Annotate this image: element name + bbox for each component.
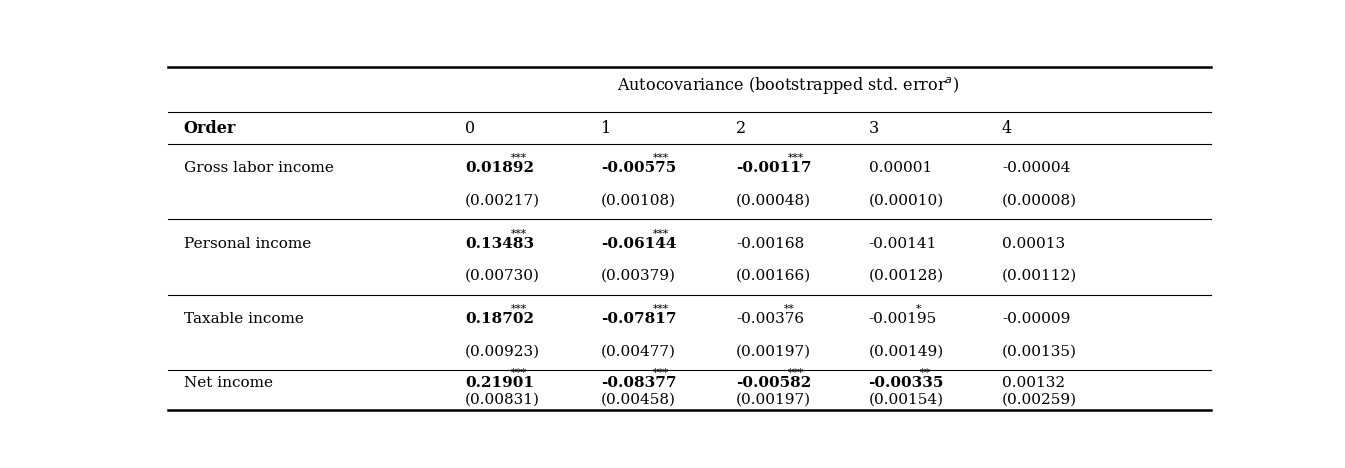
Text: Autocovariance (bootstrapped std. error$^{a}$): Autocovariance (bootstrapped std. error$… (617, 75, 959, 96)
Text: 0.00132: 0.00132 (1002, 376, 1065, 390)
Text: -0.00335: -0.00335 (869, 376, 944, 390)
Text: (0.00923): (0.00923) (465, 344, 541, 358)
Text: -0.00195: -0.00195 (869, 312, 937, 326)
Text: 0.00013: 0.00013 (1002, 236, 1065, 250)
Text: -0.00117: -0.00117 (736, 161, 812, 176)
Text: 0.18702: 0.18702 (465, 312, 534, 326)
Text: (0.00135): (0.00135) (1002, 344, 1077, 358)
Text: ***: *** (788, 154, 804, 163)
Text: (0.00008): (0.00008) (1002, 194, 1077, 208)
Text: -0.00376: -0.00376 (736, 312, 804, 326)
Text: ***: *** (511, 304, 526, 314)
Text: (0.00379): (0.00379) (601, 269, 675, 283)
Text: 0.00001: 0.00001 (869, 161, 932, 176)
Text: ***: *** (652, 154, 668, 163)
Text: (0.00048): (0.00048) (736, 194, 811, 208)
Text: 0.13483: 0.13483 (465, 236, 534, 250)
Text: (0.00217): (0.00217) (465, 194, 541, 208)
Text: Personal income: Personal income (184, 236, 311, 250)
Text: (0.00166): (0.00166) (736, 269, 811, 283)
Text: (0.00730): (0.00730) (465, 269, 541, 283)
Text: -0.00168: -0.00168 (736, 236, 804, 250)
Text: Gross labor income: Gross labor income (184, 161, 334, 176)
Text: ***: *** (511, 368, 526, 378)
Text: *: * (916, 304, 921, 314)
Text: -0.07817: -0.07817 (601, 312, 677, 326)
Text: -0.00575: -0.00575 (601, 161, 677, 176)
Text: (0.00108): (0.00108) (601, 194, 675, 208)
Text: (0.00477): (0.00477) (601, 344, 675, 358)
Text: (0.00128): (0.00128) (869, 269, 944, 283)
Text: -0.00582: -0.00582 (736, 376, 811, 390)
Text: (0.00197): (0.00197) (736, 393, 811, 407)
Text: ***: *** (511, 228, 526, 238)
Text: 1: 1 (601, 120, 611, 137)
Text: 0.01892: 0.01892 (465, 161, 534, 176)
Text: ***: *** (788, 368, 804, 378)
Text: ***: *** (652, 368, 668, 378)
Text: -0.06144: -0.06144 (601, 236, 677, 250)
Text: **: ** (784, 304, 795, 314)
Text: 4: 4 (1002, 120, 1013, 137)
Text: ***: *** (652, 304, 668, 314)
Text: (0.00259): (0.00259) (1002, 393, 1077, 407)
Text: -0.00009: -0.00009 (1002, 312, 1071, 326)
Text: ***: *** (652, 228, 668, 238)
Text: Net income: Net income (184, 376, 273, 390)
Text: 0: 0 (465, 120, 475, 137)
Text: Taxable income: Taxable income (184, 312, 304, 326)
Text: -0.00004: -0.00004 (1002, 161, 1071, 176)
Text: (0.00154): (0.00154) (869, 393, 944, 407)
Text: (0.00831): (0.00831) (465, 393, 541, 407)
Text: 2: 2 (736, 120, 746, 137)
Text: -0.00141: -0.00141 (869, 236, 937, 250)
Text: (0.00112): (0.00112) (1002, 269, 1077, 283)
Text: (0.00458): (0.00458) (601, 393, 675, 407)
Text: (0.00149): (0.00149) (869, 344, 944, 358)
Text: Order: Order (184, 120, 237, 137)
Text: -0.08377: -0.08377 (601, 376, 677, 390)
Text: 3: 3 (869, 120, 878, 137)
Text: ***: *** (511, 154, 526, 163)
Text: 0.21901: 0.21901 (465, 376, 534, 390)
Text: (0.00197): (0.00197) (736, 344, 811, 358)
Text: **: ** (920, 368, 931, 378)
Text: (0.00010): (0.00010) (869, 194, 944, 208)
